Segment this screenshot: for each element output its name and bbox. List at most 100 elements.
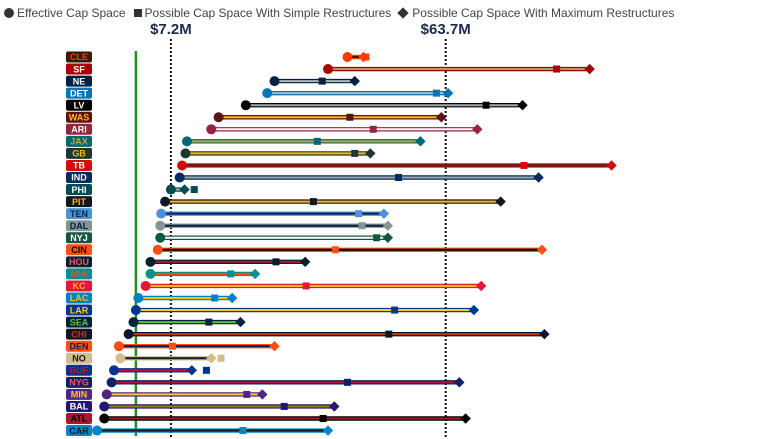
team-label-badge (66, 87, 92, 99)
simple-restructure-point (205, 318, 213, 326)
team-label-badge (66, 232, 92, 244)
team-label: PHI (71, 185, 86, 195)
simple-restructure-point (553, 65, 561, 73)
maximum-restructure-point (454, 377, 465, 388)
simple-restructure-point (280, 402, 288, 410)
team-label: HOU (69, 257, 89, 267)
simple-restructure-point (202, 366, 210, 374)
team-label: CIN (71, 245, 87, 255)
simple-restructure-point (217, 354, 225, 362)
team-label: GB (72, 149, 86, 159)
team-row-nyg: NYG (66, 376, 465, 388)
maximum-restructure-point (536, 244, 548, 255)
team-row-chi: CHI (66, 328, 550, 340)
effective-point (99, 401, 110, 412)
team-label: IND (71, 173, 87, 183)
team-row-sf: SF (66, 63, 595, 75)
simple-restructure-point (318, 77, 326, 85)
team-label: LAC (70, 293, 89, 303)
maximum-restructure-point (584, 63, 595, 75)
effective-point (115, 353, 126, 364)
team-row-lar: LAR (66, 304, 480, 316)
team-label: NO (72, 353, 86, 363)
team-row-phi: PHI (66, 184, 198, 196)
team-label-badge (66, 147, 92, 159)
effective-point (140, 280, 151, 291)
maximum-restructure-point (517, 100, 528, 111)
effective-point (174, 172, 185, 183)
maximum-restructure-point (436, 112, 447, 123)
legend-label-effective: Effective Cap Space (17, 6, 126, 20)
team-label-badge (66, 208, 92, 220)
team-row-buf: BUF (66, 364, 210, 376)
team-label-badge (66, 135, 92, 147)
team-label: LV (74, 100, 85, 110)
team-label-badge (66, 316, 92, 328)
team-label-badge (66, 376, 92, 388)
team-label: NE (73, 76, 86, 86)
team-row-no: NO (66, 352, 225, 364)
maximum-restructure-point (226, 292, 238, 304)
team-label: CLE (70, 52, 88, 62)
maximum-restructure-point (269, 341, 280, 352)
simple-restructure-point (358, 222, 366, 230)
simple-restructure-point (211, 294, 219, 302)
team-label: DEN (69, 341, 88, 351)
team-row-hou: HOU (66, 256, 311, 268)
effective-point (262, 88, 273, 99)
maximum-restructure-point (533, 172, 544, 183)
team-row-sea: SEA (66, 316, 246, 328)
maximum-restructure-point (322, 425, 334, 436)
team-row-lv: LV (66, 99, 528, 111)
simple-restructure-point (168, 342, 176, 350)
team-row-ind: IND (66, 172, 544, 183)
maximum-restructure-point (365, 148, 376, 159)
team-label-badge (66, 364, 92, 376)
team-label: SF (73, 64, 85, 74)
team-label: LAR (70, 305, 89, 315)
team-row-den: DEN (66, 340, 280, 352)
circle-marker-icon (4, 8, 14, 18)
maximum-restructure-point (257, 389, 268, 400)
team-row-gb: GB (66, 147, 376, 159)
maximum-restructure-point (442, 87, 454, 99)
team-label-badge (66, 196, 92, 208)
maximum-restructure-point (299, 256, 311, 268)
team-label: DAL (70, 221, 89, 231)
team-label-badge (66, 256, 92, 268)
team-label: MIA (71, 269, 88, 279)
reference-label-63-7m: $63.7M (421, 21, 471, 38)
team-label: KC (73, 281, 86, 291)
effective-point (160, 196, 171, 207)
team-label-badge (66, 292, 92, 304)
simple-restructure-point (391, 306, 399, 314)
maximum-restructure-point (382, 232, 394, 243)
team-row-lac: LAC (66, 292, 238, 304)
team-label-badge (66, 352, 92, 364)
team-label-badge (66, 244, 92, 256)
maximum-restructure-point (358, 51, 369, 63)
maximum-restructure-point (329, 401, 340, 412)
team-label-badge (66, 328, 92, 340)
effective-point (155, 232, 166, 243)
team-label-badge (66, 184, 92, 196)
reference-lines-layer: $7.2M $63.7M (134, 21, 471, 439)
effective-point (130, 305, 141, 316)
team-row-det: DET (66, 87, 454, 99)
effective-point (101, 389, 112, 400)
team-label: JAX (70, 137, 88, 147)
maximum-restructure-point (206, 353, 217, 364)
team-label: TB (73, 161, 85, 171)
team-row-car: CAR (66, 425, 334, 437)
simple-restructure-point (343, 378, 351, 386)
team-label-badge (66, 220, 92, 232)
team-row-jax: JAX (66, 135, 426, 147)
maximum-restructure-point (349, 75, 360, 87)
team-row-bal: BAL (66, 400, 340, 412)
simple-restructure-point (309, 198, 317, 206)
chart-legend: Effective Cap Space Possible Cap Space W… (4, 5, 682, 21)
team-label-badge (66, 111, 92, 123)
maximum-restructure-point (382, 220, 394, 231)
simple-restructure-point (351, 149, 359, 157)
simple-restructure-point (243, 390, 251, 398)
